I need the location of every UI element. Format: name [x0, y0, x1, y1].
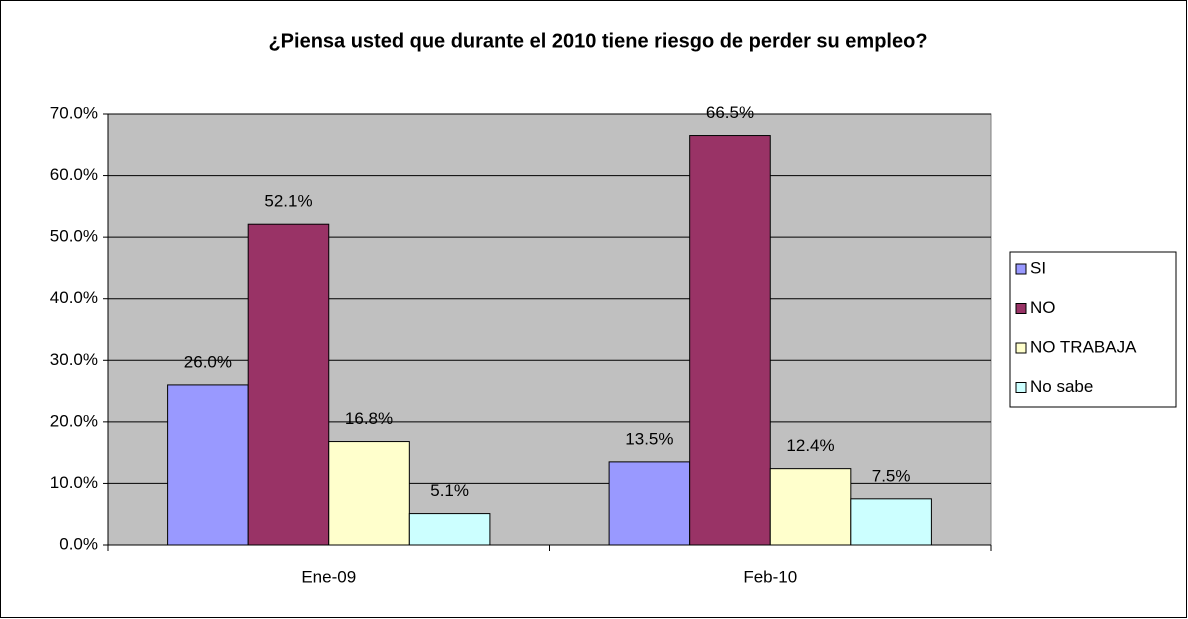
- y-tick-label: 60.0%: [50, 165, 98, 184]
- legend-box: [1009, 251, 1177, 408]
- data-label: 16.8%: [345, 409, 393, 428]
- bar: [328, 441, 410, 546]
- data-label: 5.1%: [430, 481, 469, 500]
- y-tick-label: 40.0%: [50, 288, 98, 307]
- data-label: 7.5%: [872, 466, 911, 485]
- data-label: 13.5%: [625, 429, 673, 448]
- y-tick-label: 10.0%: [50, 473, 98, 492]
- data-label: 66.5%: [706, 103, 754, 122]
- x-tick-label: Ene-09: [301, 567, 356, 586]
- bar: [769, 468, 852, 546]
- bar: [608, 461, 691, 546]
- data-label: 26.0%: [184, 352, 232, 371]
- legend-swatch: [1015, 382, 1027, 393]
- legend-label: NO TRABAJA: [1030, 337, 1137, 356]
- data-label: 12.4%: [786, 436, 834, 455]
- bar: [247, 223, 330, 546]
- bar: [850, 498, 932, 546]
- legend-label: No sabe: [1030, 377, 1093, 396]
- legend-label: SI: [1030, 258, 1046, 277]
- y-tick-label: 50.0%: [50, 227, 98, 246]
- data-label: 52.1%: [264, 192, 312, 211]
- y-tick-label: 0.0%: [59, 534, 98, 553]
- chart-title: ¿Piensa usted que durante el 2010 tiene …: [268, 30, 927, 52]
- legend-swatch: [1015, 303, 1027, 314]
- bar: [408, 513, 491, 546]
- y-tick-label: 70.0%: [50, 103, 98, 122]
- x-tick-label: Feb-10: [743, 567, 797, 586]
- legend-label: NO: [1030, 298, 1056, 317]
- legend-swatch: [1015, 342, 1027, 354]
- legend-swatch: [1015, 263, 1027, 275]
- bar: [167, 384, 249, 546]
- bar: [689, 135, 771, 546]
- y-tick-label: 20.0%: [50, 411, 98, 430]
- y-tick-label: 30.0%: [50, 350, 98, 369]
